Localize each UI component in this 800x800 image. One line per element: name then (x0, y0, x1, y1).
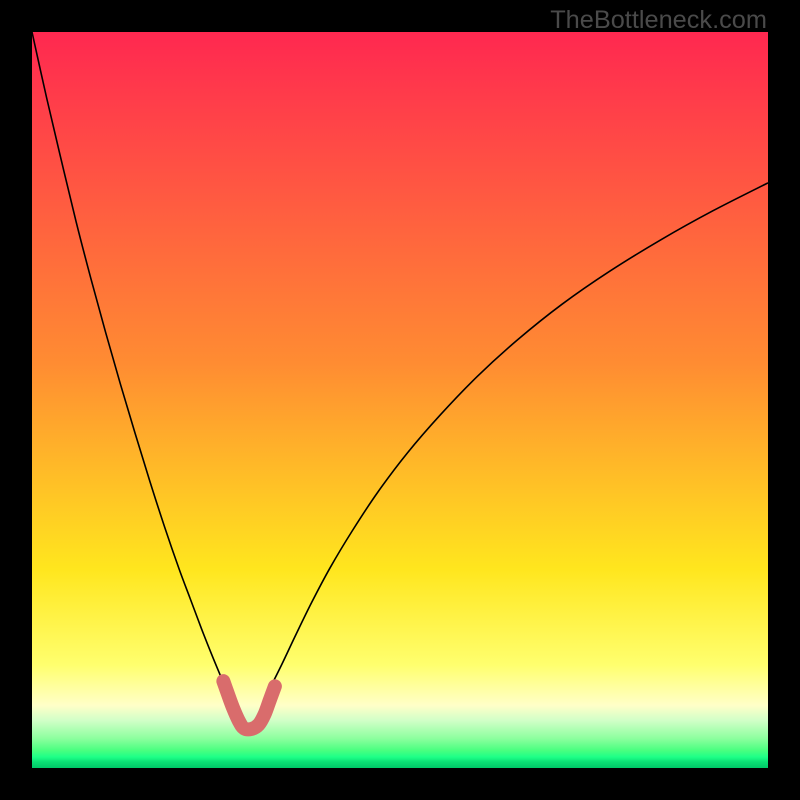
watermark-text: TheBottleneck.com (550, 6, 767, 35)
curve-overlay (0, 0, 800, 800)
